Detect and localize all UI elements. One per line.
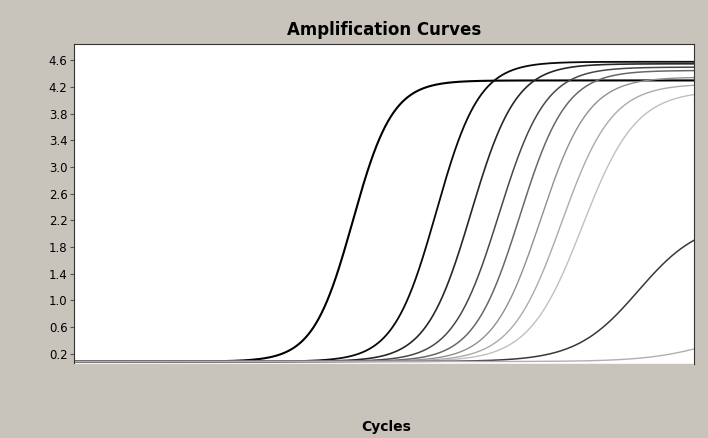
Text: Cycles: Cycles — [361, 420, 411, 434]
Title: Amplification Curves: Amplification Curves — [287, 21, 481, 39]
